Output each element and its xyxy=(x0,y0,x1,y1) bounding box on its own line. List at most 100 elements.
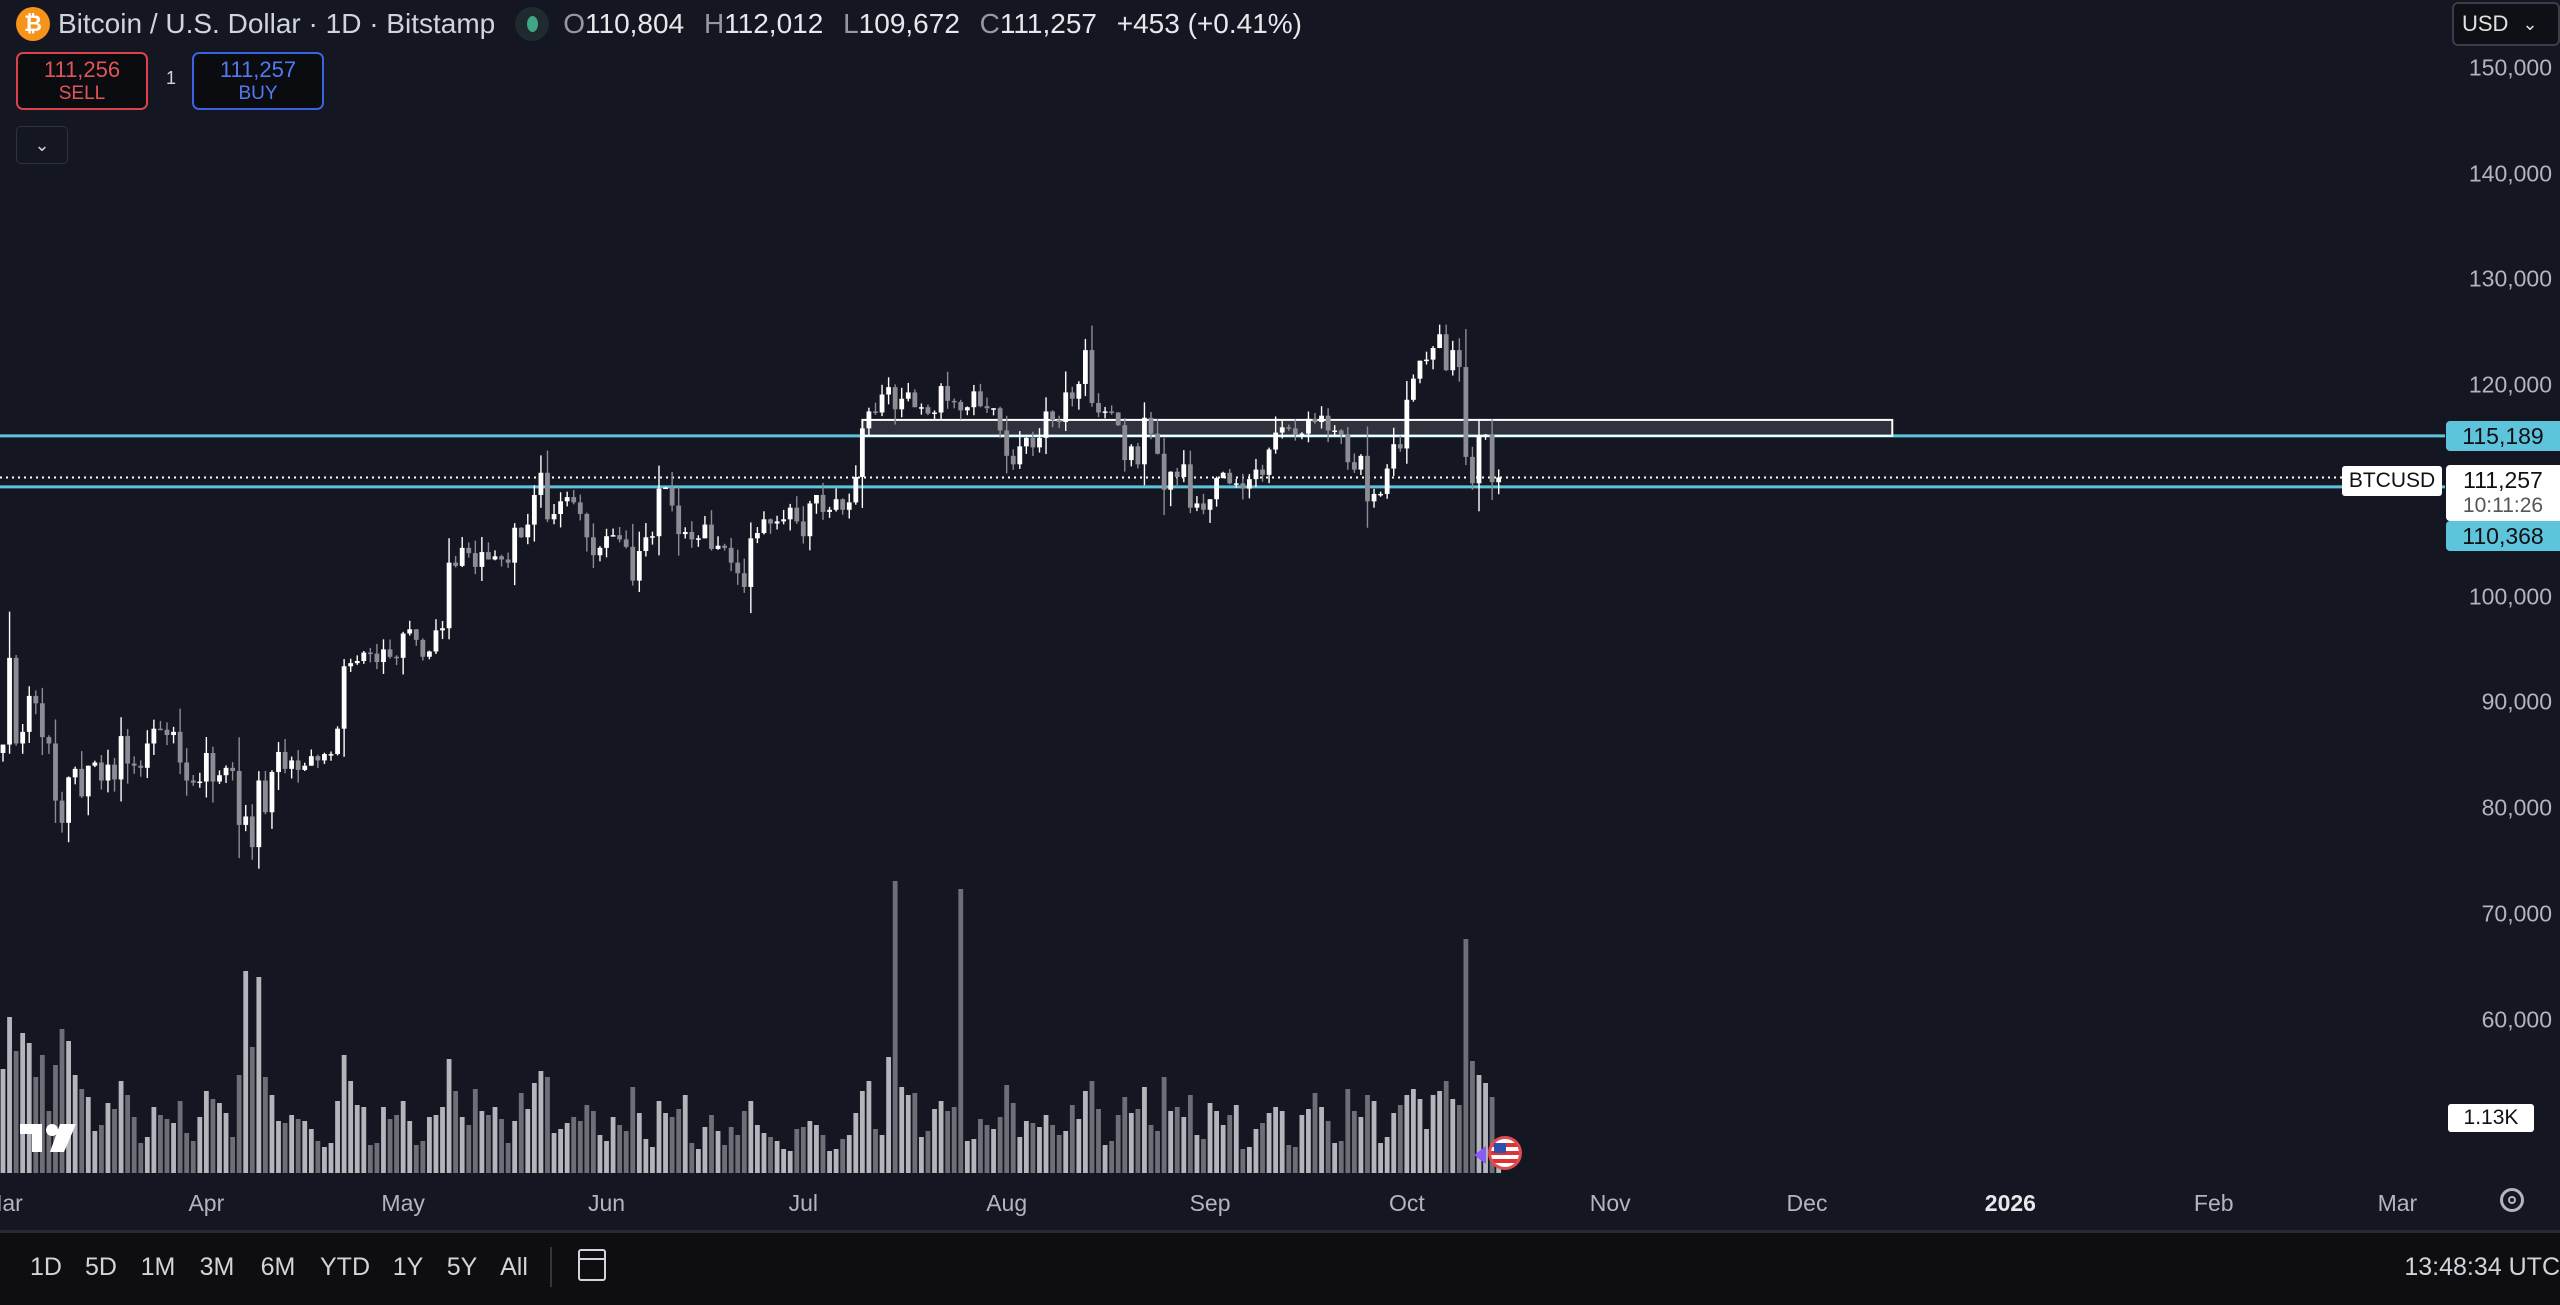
candle xyxy=(932,410,937,420)
candle-body xyxy=(79,768,85,797)
range-all[interactable]: All xyxy=(500,1253,528,1281)
candle-body xyxy=(348,663,354,667)
candle xyxy=(859,422,865,508)
candle-body xyxy=(1083,350,1088,384)
volume-bar xyxy=(873,1129,878,1173)
candle xyxy=(518,527,524,538)
sell-price: 111,256 xyxy=(43,57,121,82)
candle-body xyxy=(800,521,806,537)
volume-bar xyxy=(722,1145,727,1173)
range-ytd[interactable]: YTD xyxy=(320,1253,370,1281)
candle-body xyxy=(518,527,524,538)
candle xyxy=(138,760,144,777)
candle xyxy=(72,766,78,785)
volume-bar xyxy=(197,1117,203,1173)
candle-body xyxy=(695,538,701,540)
candle-body xyxy=(164,729,170,736)
currency-select[interactable]: USD ⌄ xyxy=(2452,2,2560,46)
candle xyxy=(125,729,131,784)
candle xyxy=(1056,415,1062,428)
candle xyxy=(1279,420,1285,439)
candle xyxy=(1325,408,1331,443)
sell-button[interactable]: 111,256 SELL xyxy=(16,52,148,110)
symbol-title[interactable]: Bitcoin / U.S. Dollar · 1D · Bitstamp xyxy=(58,8,496,39)
candle xyxy=(873,402,878,415)
order-quantity[interactable]: 1 xyxy=(166,68,177,88)
time-tick-label: Jun xyxy=(587,1190,626,1216)
volume-bar xyxy=(853,1113,859,1173)
range-6m[interactable]: 6M xyxy=(260,1253,296,1281)
candle xyxy=(1247,474,1252,499)
volume-bar xyxy=(492,1107,498,1173)
candle-body xyxy=(807,503,813,537)
candle xyxy=(190,775,196,786)
utc-clock[interactable]: 13:48:34 UTC xyxy=(2404,1253,2560,1281)
range-1d[interactable]: 1D xyxy=(30,1253,62,1281)
candle xyxy=(1220,471,1226,479)
candle-body xyxy=(289,760,295,769)
candle xyxy=(741,558,747,593)
volume-bar xyxy=(1292,1147,1298,1173)
candle-body xyxy=(217,775,222,782)
candle-body xyxy=(991,408,996,410)
candle xyxy=(689,521,695,548)
current-price-label: 111,257 10:11:26 xyxy=(2446,465,2560,521)
sell-label: SELL xyxy=(58,83,106,104)
candle-body xyxy=(1319,415,1324,423)
candle xyxy=(39,687,45,755)
volume-bar xyxy=(755,1125,760,1173)
buy-button[interactable]: 111,257 BUY xyxy=(192,52,324,110)
volume-bar xyxy=(1010,1103,1016,1173)
candle-body xyxy=(407,629,413,634)
range-1m[interactable]: 1M xyxy=(140,1253,176,1281)
volume-bar xyxy=(1404,1095,1410,1173)
volume-bar xyxy=(223,1113,229,1173)
candle-body xyxy=(1496,477,1502,483)
collapse-legend-button[interactable]: ⌄ xyxy=(16,126,68,164)
volume-bar xyxy=(958,889,964,1173)
volume-bar xyxy=(1142,1087,1147,1173)
candle-body xyxy=(1489,434,1495,483)
volume-bar xyxy=(217,1103,222,1173)
candle-body xyxy=(715,545,721,549)
candle xyxy=(695,535,701,547)
volume-bar xyxy=(623,1131,629,1173)
volume-bar xyxy=(840,1139,846,1173)
candle-body xyxy=(1010,455,1016,465)
gear-icon[interactable] xyxy=(2500,1188,2524,1212)
us-flag-event-icon[interactable] xyxy=(1488,1136,1522,1170)
candle-body xyxy=(190,780,196,783)
candle-body xyxy=(623,539,629,547)
candle xyxy=(46,735,52,754)
volume-bar xyxy=(1076,1119,1082,1173)
candle-body xyxy=(361,652,367,662)
volume-bar xyxy=(1260,1123,1265,1173)
volume-bar xyxy=(374,1143,380,1173)
calendar-icon[interactable] xyxy=(578,1249,606,1281)
candle xyxy=(1299,432,1305,440)
time-tick-label: Nov xyxy=(1589,1190,1631,1216)
candle-body xyxy=(400,633,406,658)
range-5d[interactable]: 5D xyxy=(85,1253,117,1281)
volume-bar xyxy=(597,1135,603,1173)
candle xyxy=(361,650,367,664)
candle-body xyxy=(1135,446,1141,465)
candle-body xyxy=(354,661,360,664)
change-value: +453 (+0.41%) xyxy=(1116,8,1302,39)
volume-bar xyxy=(210,1099,216,1173)
volume-bar xyxy=(991,1129,996,1173)
candle xyxy=(1358,454,1364,476)
candle-body xyxy=(958,401,964,411)
candle-body xyxy=(138,765,144,768)
range-1y[interactable]: 1Y xyxy=(392,1253,424,1281)
candle xyxy=(394,655,399,666)
candle-body xyxy=(984,406,990,409)
candle xyxy=(99,754,104,790)
tradingview-logo[interactable] xyxy=(20,1120,82,1154)
candle xyxy=(840,498,846,515)
volume-bar xyxy=(466,1125,472,1173)
range-3m[interactable]: 3M xyxy=(199,1253,235,1281)
range-5y[interactable]: 5Y xyxy=(446,1253,478,1281)
candle-body xyxy=(531,494,537,525)
